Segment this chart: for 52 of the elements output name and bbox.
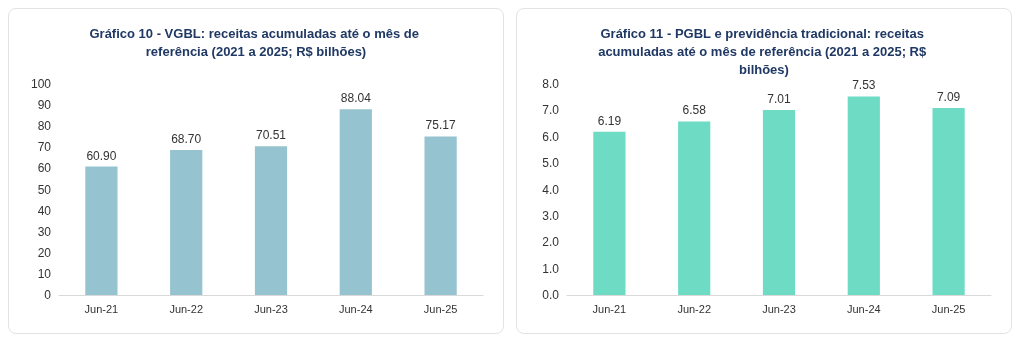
data-label: 60.90 <box>86 148 117 163</box>
y-tick-label: 0.0 <box>542 288 560 302</box>
bar <box>339 109 372 295</box>
bar <box>424 136 457 295</box>
x-tick-label: Jun-24 <box>846 302 881 315</box>
bar <box>762 110 796 295</box>
y-tick-label: 60 <box>37 161 52 176</box>
data-label: 88.04 <box>340 91 372 106</box>
y-tick-label: 3.0 <box>542 208 560 223</box>
bar <box>593 131 626 295</box>
data-label: 7.09 <box>936 90 961 104</box>
y-tick-label: 0 <box>44 288 52 302</box>
data-label: 7.01 <box>767 92 791 107</box>
x-tick-label: Jun-22 <box>677 302 712 315</box>
x-tick-label: Jun-25 <box>423 302 458 315</box>
x-tick-label: Jun-21 <box>592 302 627 315</box>
chart-title: Gráfico 10 - VGBL: receitas acumuladas até o mês de referência (2021 a 2025; R$ bilhões) <box>89 25 423 59</box>
y-tick-label: 20 <box>37 245 52 260</box>
x-tick-label: Jun-21 <box>84 302 119 315</box>
y-tick-label: 80 <box>37 119 52 134</box>
x-tick-label: Jun-24 <box>338 302 373 315</box>
y-tick-label: 6.0 <box>542 129 560 144</box>
data-label: 7.53 <box>852 78 876 93</box>
y-tick-label: 4.0 <box>542 182 560 197</box>
y-tick-label: 7.0 <box>542 103 560 118</box>
chart-title: Gráfico 11 - PGBL e previdência tradicional: receitas acumuladas até o mês de referência (2021 a 2025; R$ bilhões) <box>598 25 930 77</box>
x-tick-label: Jun-23 <box>254 302 288 315</box>
data-label: 75.17 <box>425 118 456 133</box>
bar <box>170 150 203 295</box>
y-tick-label: 40 <box>37 203 52 218</box>
y-tick-label: 50 <box>37 182 52 197</box>
x-tick-label: Jun-25 <box>931 302 966 315</box>
y-tick-label: 10 <box>37 266 52 281</box>
x-tick-label: Jun-23 <box>762 302 796 315</box>
bar <box>85 166 118 295</box>
data-label: 68.70 <box>171 132 202 147</box>
bar <box>254 146 288 295</box>
bar <box>847 96 880 295</box>
y-tick-label: 2.0 <box>542 235 560 250</box>
x-tick-label: Jun-22 <box>169 302 204 315</box>
bar <box>678 121 711 295</box>
bar <box>932 108 965 295</box>
y-tick-label: 5.0 <box>542 156 560 171</box>
y-tick-label: 1.0 <box>542 261 560 276</box>
y-tick-label: 70 <box>37 140 52 155</box>
y-tick-label: 100 <box>30 77 52 91</box>
data-label: 70.51 <box>255 128 287 143</box>
data-label: 6.19 <box>597 113 622 128</box>
y-tick-label: 90 <box>37 98 52 113</box>
data-label: 6.58 <box>682 103 707 118</box>
y-tick-label: 8.0 <box>542 77 560 91</box>
y-tick-label: 30 <box>37 224 52 239</box>
